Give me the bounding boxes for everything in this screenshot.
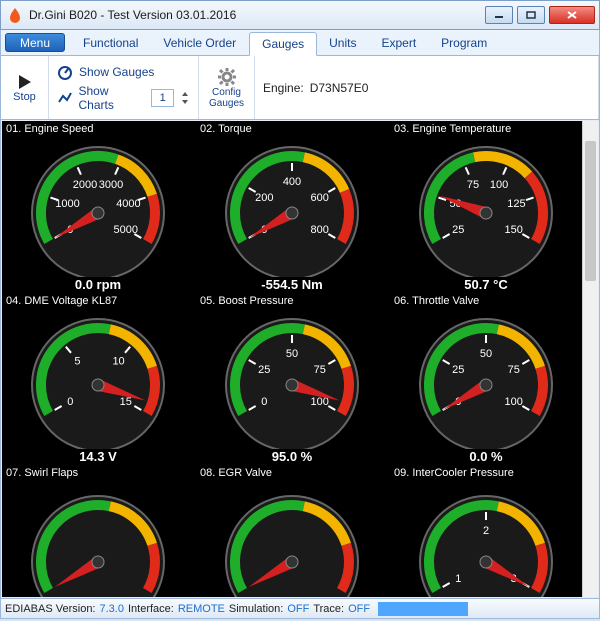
config-gauges-button[interactable]: Config Gauges — [199, 56, 255, 119]
ribbon-engine-group: Engine: D73N57E0 — [255, 56, 599, 119]
svg-text:0: 0 — [261, 396, 267, 408]
simulation-label: Simulation: — [229, 603, 283, 615]
menubar: Menu FunctionalVehicle OrderGaugesUnitsE… — [0, 30, 600, 56]
charts-count-spinner[interactable]: 1 — [151, 89, 174, 107]
show-gauges-button[interactable]: Show Gauges — [57, 64, 154, 80]
svg-text:75: 75 — [508, 364, 520, 376]
ribbon-stop-group[interactable]: Stop — [1, 56, 49, 119]
trace-value: OFF — [348, 603, 370, 615]
svg-text:100: 100 — [490, 179, 508, 191]
gauge-title: 06. Throttle Valve — [390, 293, 582, 309]
svg-text:150: 150 — [505, 224, 523, 236]
simulation-value: OFF — [287, 603, 309, 615]
vertical-scrollbar[interactable] — [582, 121, 598, 597]
svg-text:125: 125 — [507, 198, 525, 210]
gauge-g8: 08. EGR Valve — [196, 465, 388, 597]
gauge-title: 03. Engine Temperature — [390, 121, 582, 137]
svg-text:4000: 4000 — [116, 198, 140, 210]
window-maximize-button[interactable] — [517, 6, 545, 24]
svg-text:1000: 1000 — [55, 198, 79, 210]
show-charts-label: Show Charts — [79, 84, 146, 112]
svg-text:25: 25 — [452, 224, 464, 236]
gauge-title: 02. Torque — [196, 121, 388, 137]
engine-value: D73N57E0 — [310, 81, 369, 95]
gauge-area: 01. Engine Speed0100020003000400050000.0… — [2, 121, 598, 597]
show-gauges-label: Show Gauges — [79, 65, 154, 79]
gauge-g6: 06. Throttle Valve02550751000.0 % — [390, 293, 582, 463]
tab-gauges[interactable]: Gauges — [249, 32, 317, 56]
svg-text:2: 2 — [483, 525, 489, 537]
gauge-title: 09. InterCooler Pressure — [390, 465, 582, 481]
gear-icon — [217, 67, 237, 87]
tab-functional[interactable]: Functional — [71, 30, 151, 55]
tab-program[interactable]: Program — [429, 30, 500, 55]
gauge-g1: 01. Engine Speed0100020003000400050000.0… — [2, 121, 194, 291]
status-progress — [378, 602, 468, 616]
window-title: Dr.Gini B020 - Test Version 03.01.2016 — [29, 8, 481, 22]
spinner-arrows-icon[interactable] — [180, 89, 190, 107]
gauge-title: 08. EGR Valve — [196, 465, 388, 481]
statusbar: EDIABAS Version: 7.3.0 Interface: REMOTE… — [0, 599, 600, 619]
svg-text:5000: 5000 — [113, 224, 137, 236]
gauge-title: 04. DME Voltage KL87 — [2, 293, 194, 309]
window-minimize-button[interactable] — [485, 6, 513, 24]
svg-text:75: 75 — [467, 179, 479, 191]
ediabas-version-label: EDIABAS Version: — [5, 603, 96, 615]
gauge-g9: 09. InterCooler Pressure123 — [390, 465, 582, 597]
trace-label: Trace: — [313, 603, 344, 615]
gauge-g7: 07. Swirl Flaps — [2, 465, 194, 597]
gauge-g2: 02. Torque0200400600800-554.5 Nm — [196, 121, 388, 291]
svg-text:25: 25 — [258, 364, 270, 376]
svg-text:400: 400 — [283, 176, 301, 188]
ediabas-version-value: 7.3.0 — [100, 603, 124, 615]
tab-vehicle-order[interactable]: Vehicle Order — [151, 30, 249, 55]
gauge-g3: 03. Engine Temperature25507510012515050.… — [390, 121, 582, 291]
gauge-g5: 05. Boost Pressure025507510095.0 % — [196, 293, 388, 463]
svg-text:15: 15 — [120, 396, 132, 408]
svg-text:100: 100 — [505, 396, 523, 408]
titlebar: Dr.Gini B020 - Test Version 03.01.2016 — [0, 0, 600, 30]
gauge-title: 07. Swirl Flaps — [2, 465, 194, 481]
tab-expert[interactable]: Expert — [369, 30, 429, 55]
svg-text:0: 0 — [67, 396, 73, 408]
tab-units[interactable]: Units — [317, 30, 369, 55]
menu-button[interactable]: Menu — [5, 33, 65, 52]
svg-text:50: 50 — [286, 348, 298, 360]
play-icon — [16, 73, 34, 91]
svg-text:75: 75 — [314, 364, 326, 376]
window-close-button[interactable] — [549, 6, 595, 24]
svg-text:800: 800 — [311, 224, 329, 236]
interface-label: Interface: — [128, 603, 174, 615]
gauge-icon — [57, 64, 73, 80]
interface-value: REMOTE — [178, 603, 225, 615]
engine-label: Engine: — [263, 81, 304, 95]
gauge-title: 05. Boost Pressure — [196, 293, 388, 309]
config-gauges-label: Config Gauges — [207, 87, 246, 109]
svg-text:600: 600 — [311, 192, 329, 204]
chart-icon — [57, 90, 73, 106]
gauge-g4: 04. DME Voltage KL8705101514.3 V — [2, 293, 194, 463]
svg-text:5: 5 — [74, 355, 80, 367]
svg-text:50: 50 — [480, 348, 492, 360]
svg-text:3000: 3000 — [99, 179, 123, 191]
ribbon-show-group: Show Gauges Show Charts 1 — [49, 56, 199, 119]
svg-text:25: 25 — [452, 364, 464, 376]
gauge-panel: 01. Engine Speed0100020003000400050000.0… — [0, 120, 600, 599]
scrollbar-thumb[interactable] — [585, 141, 596, 281]
ribbon: Stop Show Gauges Show Charts 1 Config Ga… — [0, 56, 600, 120]
svg-text:10: 10 — [112, 355, 124, 367]
svg-text:2000: 2000 — [73, 179, 97, 191]
stop-label: Stop — [13, 91, 36, 103]
svg-text:200: 200 — [255, 192, 273, 204]
app-icon — [7, 7, 23, 23]
svg-text:1: 1 — [455, 573, 461, 585]
gauge-title: 01. Engine Speed — [2, 121, 194, 137]
show-charts-button[interactable]: Show Charts 1 — [57, 84, 190, 112]
